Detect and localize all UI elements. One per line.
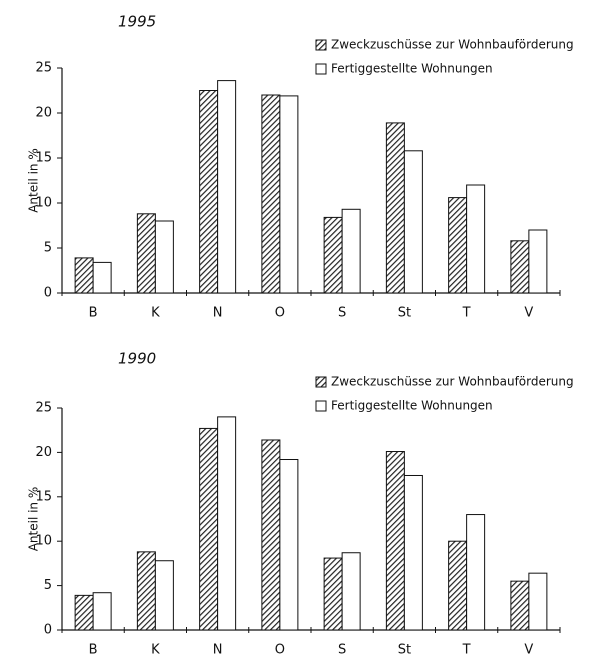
y-tick-label: 20 <box>35 445 52 460</box>
y-tick-label: 20 <box>35 106 52 121</box>
bar <box>385 122 405 294</box>
bar <box>154 220 174 294</box>
x-tick-label: St <box>398 643 411 658</box>
legend-label: Fertiggestellte Wohnungen <box>331 62 493 76</box>
bar <box>199 427 219 631</box>
y-tick-label: 0 <box>44 286 52 301</box>
x-tick-label: N <box>213 306 223 321</box>
bar <box>92 592 112 631</box>
chart-title: 1995 <box>118 13 156 31</box>
x-tick-label: O <box>275 306 285 321</box>
x-tick-label: N <box>213 643 223 658</box>
legend-swatch <box>315 63 327 75</box>
y-axis-label: Anteil in % <box>27 148 41 213</box>
bar <box>528 572 548 631</box>
legend-label: Fertiggestellte Wohnungen <box>331 399 493 413</box>
bar <box>403 474 423 631</box>
y-tick-label: 5 <box>44 241 52 256</box>
x-tick-label: B <box>89 306 98 321</box>
bar <box>217 416 237 631</box>
y-tick-label: 0 <box>44 623 52 638</box>
bar <box>154 560 174 631</box>
legend-swatch <box>315 400 327 412</box>
bar <box>466 184 486 294</box>
bar <box>136 213 156 294</box>
bar <box>74 594 94 631</box>
bar <box>448 197 468 294</box>
legend-swatch <box>315 39 327 51</box>
bar <box>92 261 112 294</box>
y-tick-label: 25 <box>35 61 52 76</box>
x-tick-label: K <box>151 643 160 658</box>
y-tick-label: 15 <box>35 489 52 504</box>
bar <box>528 229 548 294</box>
bar <box>385 451 405 631</box>
y-tick-label: 25 <box>35 401 52 416</box>
x-tick-label: T <box>462 643 471 658</box>
x-tick-label: K <box>151 306 160 321</box>
bar <box>261 439 281 631</box>
x-tick-label: St <box>398 306 411 321</box>
y-axis-label: Anteil in % <box>27 487 41 552</box>
y-tick-label: 10 <box>35 196 52 211</box>
y-tick-label: 15 <box>35 151 52 166</box>
bar <box>323 216 343 294</box>
x-tick-label: S <box>338 306 346 321</box>
x-tick-label: O <box>275 643 285 658</box>
x-tick-label: S <box>338 643 346 658</box>
bar <box>199 90 219 294</box>
bar <box>217 80 237 294</box>
x-tick-label: B <box>89 643 98 658</box>
bar <box>136 551 156 631</box>
legend-label: Zweckzuschüsse zur Wohnbauförderung <box>331 38 574 52</box>
x-tick-label: V <box>524 643 533 658</box>
bar <box>403 150 423 294</box>
bar <box>466 514 486 631</box>
bar <box>261 94 281 294</box>
legend-swatch <box>315 376 327 388</box>
bar <box>510 580 530 631</box>
x-tick-label: V <box>524 306 533 321</box>
bar <box>323 557 343 631</box>
bar <box>341 208 361 294</box>
bar <box>279 459 299 631</box>
y-tick-label: 5 <box>44 578 52 593</box>
bar <box>510 240 530 294</box>
chart-title: 1990 <box>118 350 156 368</box>
bar <box>341 552 361 631</box>
legend-label: Zweckzuschüsse zur Wohnbauförderung <box>331 375 574 389</box>
bar <box>279 95 299 294</box>
bar <box>448 540 468 631</box>
x-tick-label: T <box>462 306 471 321</box>
y-tick-label: 10 <box>35 534 52 549</box>
bar <box>74 257 94 294</box>
